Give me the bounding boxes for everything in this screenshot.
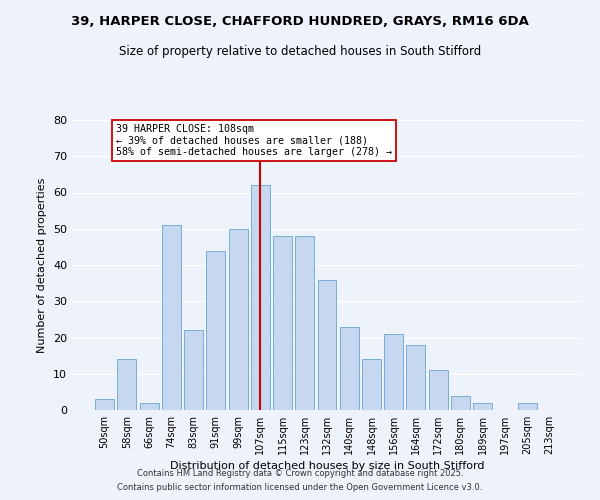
Bar — [340, 326, 359, 410]
Bar — [384, 334, 403, 410]
Bar — [184, 330, 203, 410]
Text: 39 HARPER CLOSE: 108sqm
← 39% of detached houses are smaller (188)
58% of semi-d: 39 HARPER CLOSE: 108sqm ← 39% of detache… — [116, 124, 392, 157]
Bar — [206, 250, 225, 410]
Bar — [429, 370, 448, 410]
Bar — [518, 403, 536, 410]
Bar — [473, 403, 492, 410]
Text: 39, HARPER CLOSE, CHAFFORD HUNDRED, GRAYS, RM16 6DA: 39, HARPER CLOSE, CHAFFORD HUNDRED, GRAY… — [71, 15, 529, 28]
Bar — [317, 280, 337, 410]
Y-axis label: Number of detached properties: Number of detached properties — [37, 178, 47, 352]
Bar — [362, 359, 381, 410]
Bar — [140, 403, 158, 410]
X-axis label: Distribution of detached houses by size in South Stifford: Distribution of detached houses by size … — [170, 461, 484, 471]
Text: Contains public sector information licensed under the Open Government Licence v3: Contains public sector information licen… — [118, 484, 482, 492]
Bar — [251, 185, 270, 410]
Bar — [406, 345, 425, 410]
Bar — [229, 229, 248, 410]
Text: Size of property relative to detached houses in South Stifford: Size of property relative to detached ho… — [119, 45, 481, 58]
Bar — [451, 396, 470, 410]
Bar — [295, 236, 314, 410]
Bar — [118, 359, 136, 410]
Bar — [95, 399, 114, 410]
Bar — [162, 225, 181, 410]
Text: Contains HM Land Registry data © Crown copyright and database right 2025.: Contains HM Land Registry data © Crown c… — [137, 468, 463, 477]
Bar — [273, 236, 292, 410]
